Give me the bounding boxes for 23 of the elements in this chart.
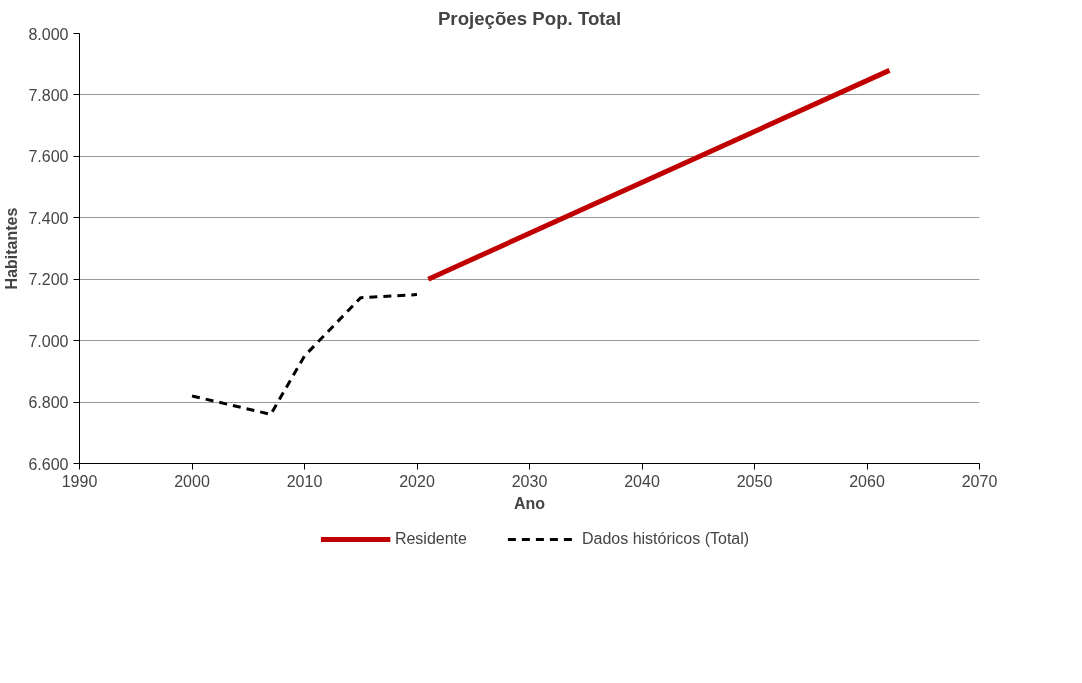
x-axis-title: Ano [513, 494, 546, 512]
x-tick-label: 2070 [961, 472, 998, 490]
legend-label: Dados históricos (Total) [581, 530, 750, 548]
legend-label: Residente [394, 530, 467, 548]
line-series [190, 293, 419, 416]
y-tick-label: 8.000 [28, 25, 69, 43]
y-tick-label: 7.800 [28, 86, 69, 104]
x-tick-label: 2020 [399, 472, 435, 490]
x-tick-label: 2040 [624, 472, 660, 490]
x-tick-label: 2050 [736, 472, 773, 490]
chart-title: Projeções Pop. Total [437, 7, 622, 29]
x-tick-label: 1990 [61, 472, 98, 490]
y-tick-label: 6.600 [28, 455, 69, 473]
y-axis-title: Habitantes [3, 207, 21, 290]
x-tick-label: 2060 [849, 472, 885, 490]
x-tick-label: 2000 [174, 472, 210, 490]
y-tick-label: 7.200 [28, 271, 69, 289]
y-tick-label: 7.000 [28, 332, 69, 350]
y-tick-label: 6.800 [28, 394, 69, 412]
x-tick-label: 2010 [286, 472, 323, 490]
y-tick-label: 7.600 [28, 148, 69, 166]
x-tick-label: 2030 [511, 472, 548, 490]
y-tick-label: 7.400 [28, 209, 69, 227]
